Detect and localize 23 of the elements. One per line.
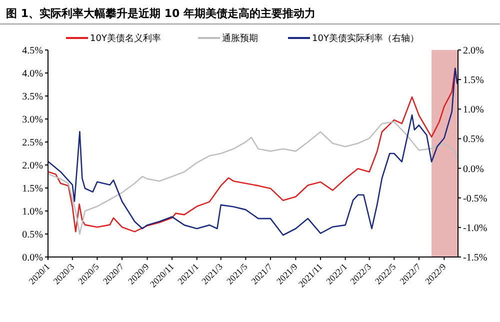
y-tick-label: 1.0% (22, 206, 43, 218)
y-tick-label: 0.0% (22, 252, 43, 264)
y2-tick-label: 0.5% (463, 134, 484, 146)
y-tick-label: 0.5% (22, 230, 43, 240)
y-tick-label: 2.0% (22, 160, 43, 172)
y2-tick-label: 2.0% (463, 46, 484, 56)
y2-tick-label: -0.5% (463, 193, 488, 204)
y2-tick-label: -1.5% (463, 252, 488, 264)
line-series (48, 121, 458, 235)
y-tick-label: 1.5% (22, 184, 43, 194)
chart-title: 图 1、实际利率大幅攀升是近期 10 年期美债走高的主要推动力 (6, 7, 316, 20)
legend-label: 通胀预期 (222, 33, 258, 44)
y-tick-label: 3.5% (22, 92, 43, 102)
y2-tick-label: 0.0% (463, 164, 484, 175)
y-tick-label: 4.5% (22, 46, 43, 56)
y2-tick-label: 1.0% (463, 104, 484, 116)
legend-label: 10Y美债实际利率（右轴） (312, 33, 419, 44)
y-tick-label: 3.0% (22, 114, 43, 126)
legend-label: 10Y美债名义利率 (90, 33, 161, 44)
y2-tick-label: -1.0% (463, 222, 488, 234)
y-tick-label: 4.0% (22, 68, 43, 80)
y-tick-label: 2.5% (22, 138, 43, 148)
y2-tick-label: 1.5% (463, 75, 484, 86)
